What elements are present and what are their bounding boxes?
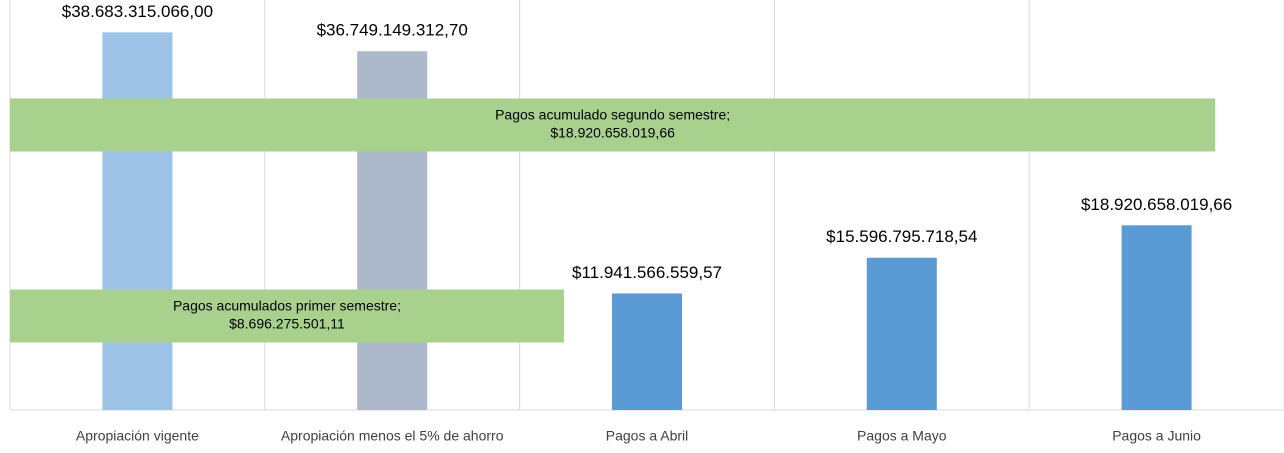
data-label: $15.596.795.718,54 [826, 227, 977, 246]
bar-label: Pagos acumulados primer semestre; [173, 298, 401, 314]
x-tick-label: Pagos a Mayo [857, 428, 947, 444]
x-tick-label: Pagos a Abril [606, 428, 689, 444]
bar [612, 293, 682, 410]
x-tick-label: Pagos a Junio [1112, 428, 1201, 444]
x-tick-label: Apropiación menos el 5% de ahorro [281, 428, 504, 444]
data-label: $36.749.149.312,70 [317, 21, 468, 40]
data-label: $11.941.566.559,57 [572, 263, 722, 282]
bar [1121, 225, 1192, 410]
x-tick-label: Apropiación vigente [76, 428, 199, 444]
data-label: $18.920.658.019,66 [1081, 195, 1232, 214]
data-label: $18.920.658.019,66 [550, 125, 675, 141]
horizontal-bar [10, 289, 564, 343]
bar [102, 32, 173, 410]
data-label: $8.696.275.501,11 [229, 316, 345, 332]
data-label: $38.683.315.066,00 [62, 2, 213, 21]
bar [866, 257, 937, 410]
horizontal-bar [10, 98, 1216, 152]
bar-label: Pagos acumulado segundo semestre; [495, 107, 730, 123]
